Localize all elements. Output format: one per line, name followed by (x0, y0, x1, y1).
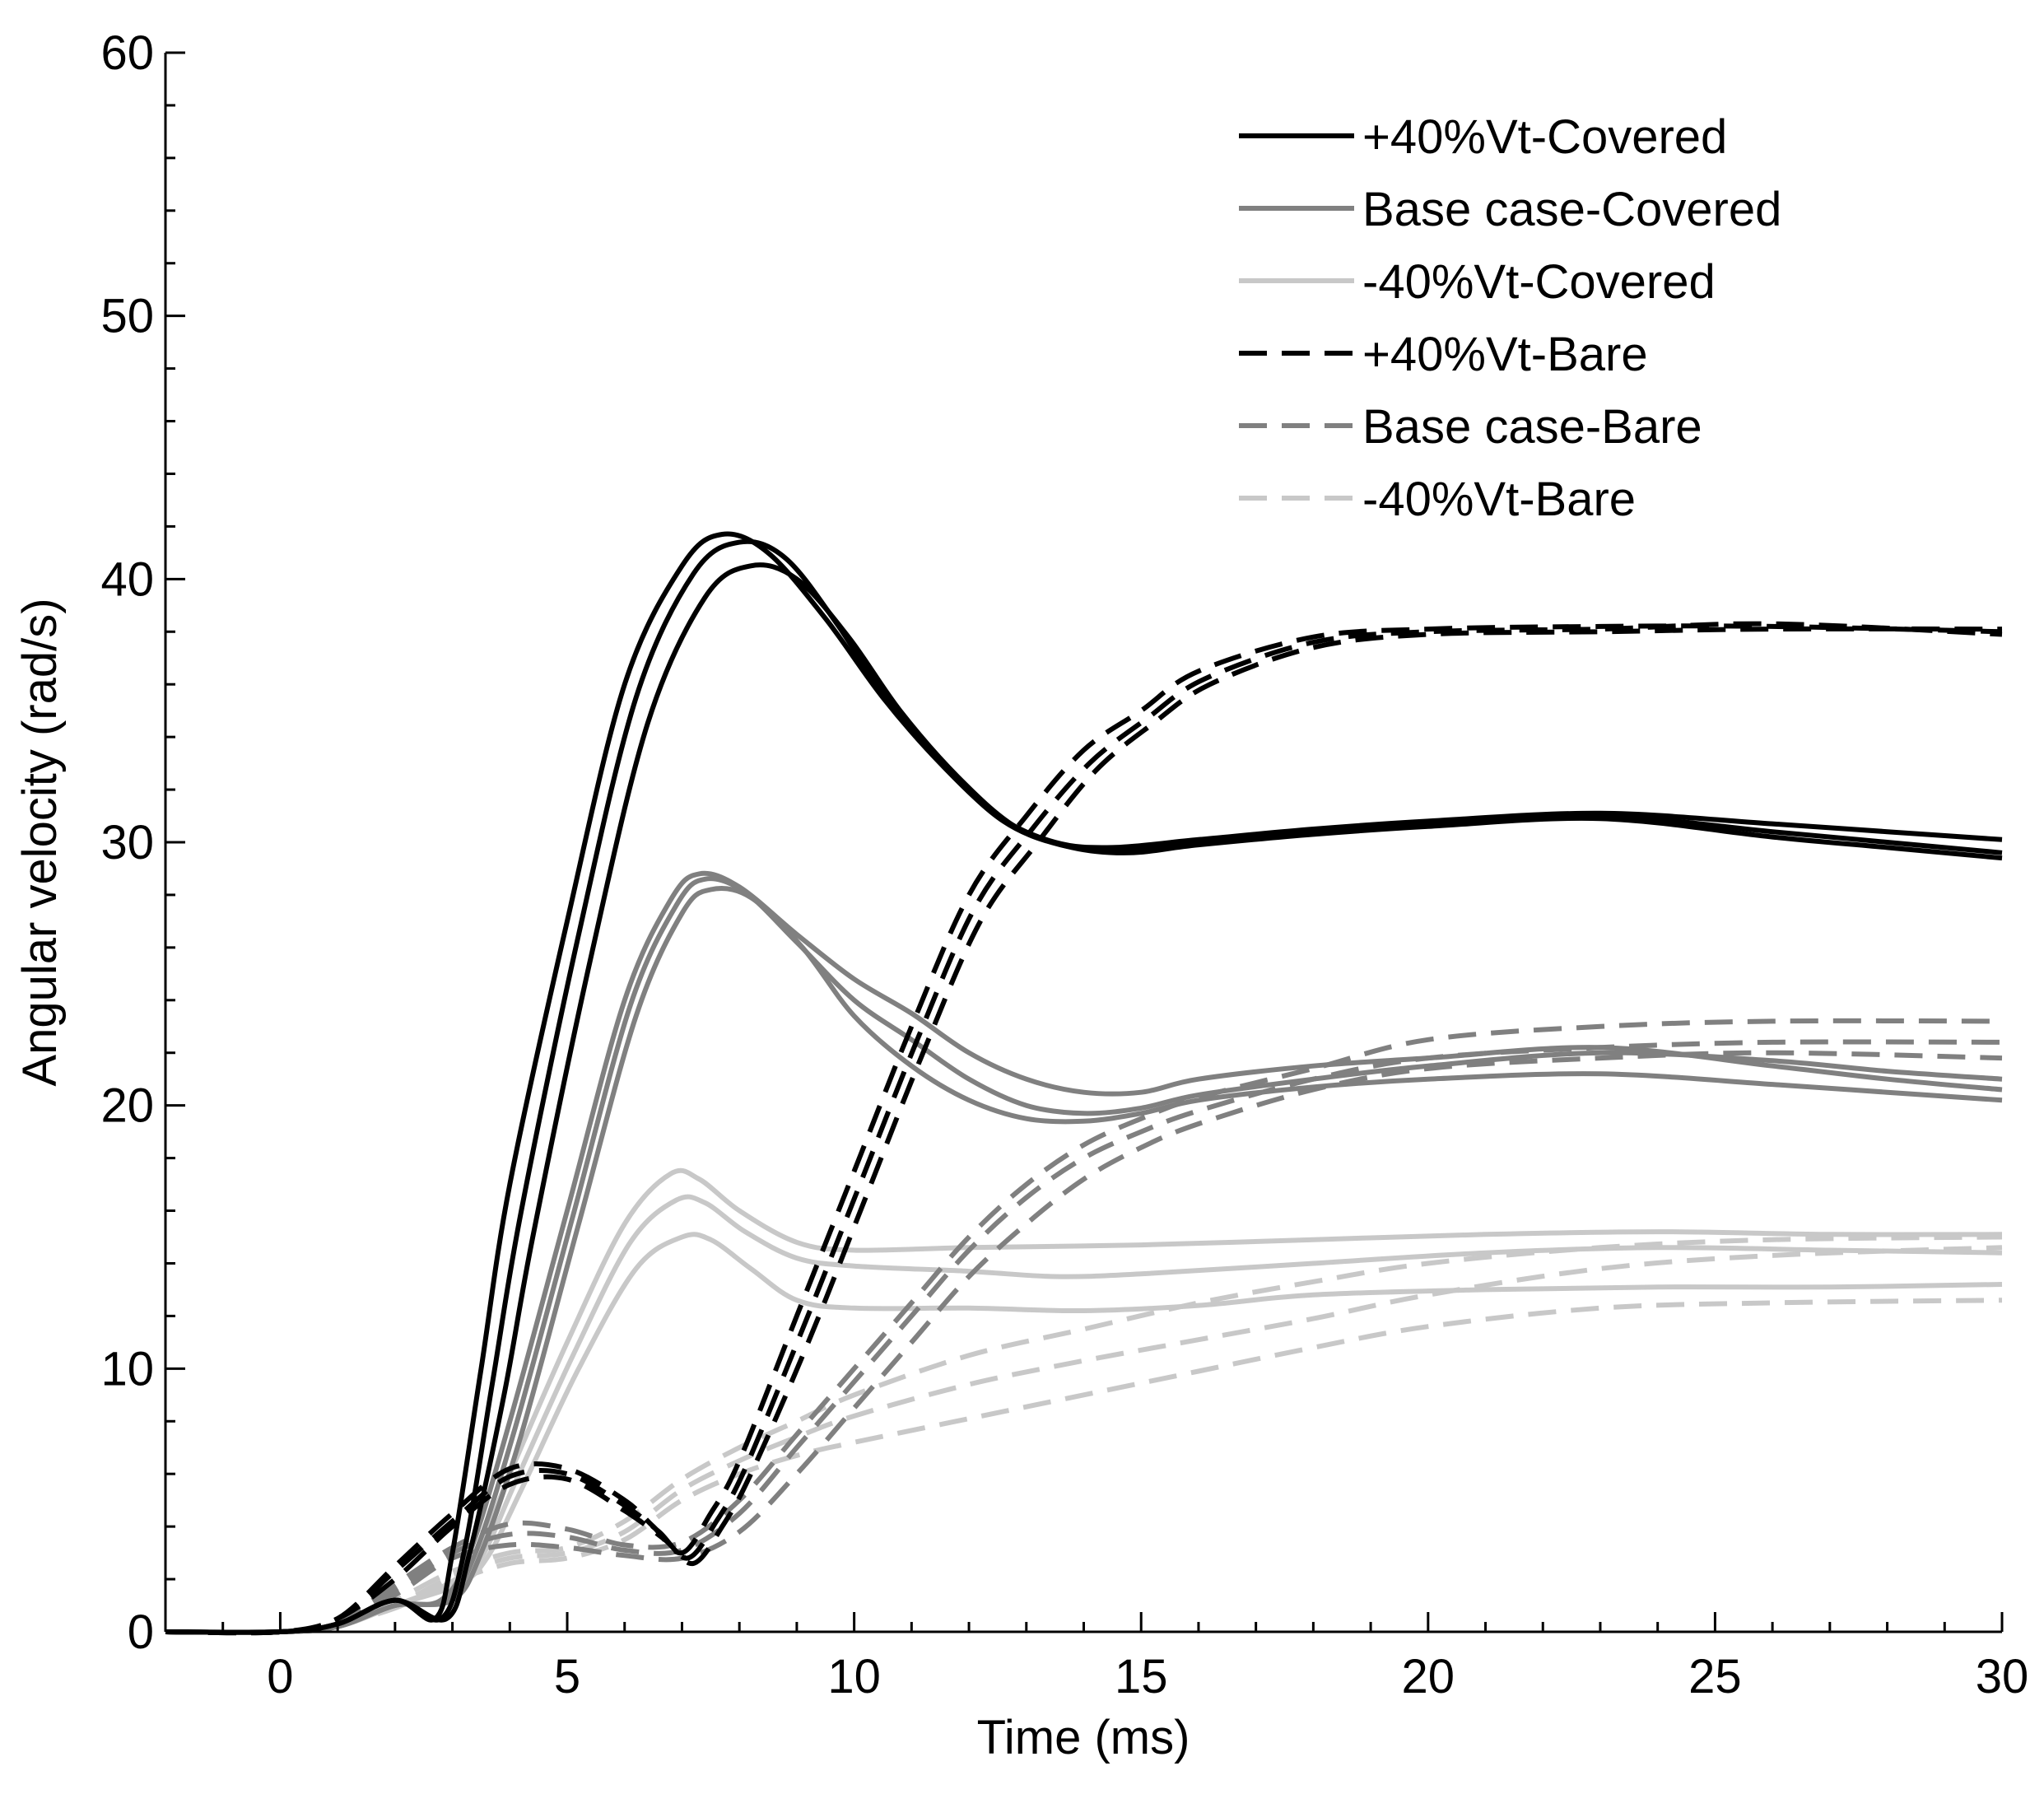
x-tick-label: 0 (267, 1650, 293, 1703)
y-axis-title: Angular velocity (rad/s) (13, 598, 67, 1086)
series-layer (165, 531, 2003, 1636)
x-tick-label: 10 (827, 1650, 881, 1703)
x-tick-label: 5 (554, 1650, 580, 1703)
y-tick-label: 0 (128, 1605, 154, 1659)
series-line-base-case-bare-run-1 (165, 1018, 2003, 1635)
y-tick-label: 20 (100, 1079, 154, 1133)
legend-label-base-case-bare: Base case-Bare (1362, 400, 1702, 454)
series-line-40-vt-bare-run-1 (165, 1234, 2003, 1635)
legend-label-40-vt-covered: +40%Vt-Covered (1362, 110, 1727, 164)
legend: +40%Vt-Covered Base case-Covered -40%Vt-Co… (1239, 110, 1781, 526)
x-axis-title: Time (ms) (977, 1711, 1190, 1764)
series-line-40-vt-bare-run-1 (165, 623, 2003, 1636)
plot-area: 0 5 10 15 20 25 30 0 10 20 30 40 50 60 (100, 26, 2028, 1703)
ticks-layer (164, 51, 2004, 1633)
y-tick-label: 60 (100, 26, 154, 80)
series-line-40-vt-covered-run-3 (165, 562, 2003, 1635)
y-tick-label: 50 (100, 290, 154, 343)
series-line-base-case-covered-run-3 (165, 886, 2003, 1635)
legend-label-40-vt-covered: -40%Vt-Covered (1362, 255, 1716, 309)
y-tick-label: 30 (100, 816, 154, 869)
x-tick-label: 15 (1115, 1650, 1168, 1703)
series-line-40-vt-bare-run-2 (165, 1245, 2003, 1635)
series-line-40-vt-bare-run-2 (165, 621, 2003, 1636)
legend-label-40-vt-bare: +40%Vt-Bare (1362, 328, 1648, 381)
legend-label-base-case-covered: Base case-Covered (1362, 183, 1781, 236)
series-line-40-vt-covered-run-1 (165, 531, 2003, 1635)
tick-labels-layer: 0 5 10 15 20 25 30 0 10 20 30 40 50 60 (100, 26, 2028, 1703)
x-tick-label: 20 (1402, 1650, 1455, 1703)
x-tick-label: 25 (1688, 1650, 1742, 1703)
series-line-40-vt-bare-run-3 (165, 1298, 2003, 1635)
y-tick-label: 40 (100, 552, 154, 606)
y-tick-label: 10 (100, 1342, 154, 1396)
series-line-40-vt-bare-run-3 (165, 626, 2003, 1636)
x-tick-label: 30 (1976, 1650, 2029, 1703)
legend-label-40-vt-bare: -40%Vt-Bare (1362, 473, 1636, 526)
series-line-40-vt-covered-run-2 (165, 538, 2003, 1635)
